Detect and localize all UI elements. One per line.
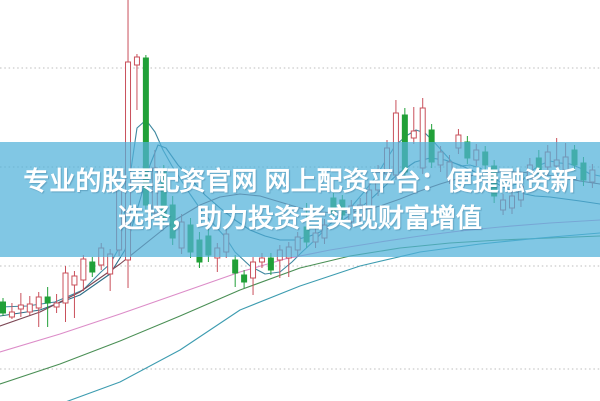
banner-text-line2: 选择，助力投资者实现财富增值 <box>117 202 482 233</box>
candle-body-up <box>107 253 114 275</box>
candle-body-down <box>267 257 274 271</box>
candle-body-up <box>133 56 140 66</box>
candle-body-up <box>26 303 33 313</box>
promo-banner-overlay: 专业的股票配资官网 网上配资平台：便捷融资新 选择，助力投资者实现财富增值 <box>0 142 600 257</box>
ma-cyan <box>66 232 600 401</box>
candle-body-up <box>250 261 257 279</box>
candle-body-up <box>8 311 15 318</box>
candle-body-up <box>17 304 24 310</box>
candle-body-up <box>62 272 69 304</box>
candle-body-up <box>410 130 417 139</box>
candle-body-up <box>35 296 42 309</box>
ma-green <box>0 235 600 385</box>
candle-body-up <box>80 258 87 281</box>
candle-body-down <box>241 274 248 283</box>
candle-body-up <box>258 257 265 263</box>
candle-body-down <box>0 301 6 314</box>
banner-text-line1: 专业的股票配资官网 网上配资平台：便捷融资新 <box>23 165 577 196</box>
candle-body-up <box>53 302 60 308</box>
candle-body-up <box>71 275 78 286</box>
candle-body-down <box>89 261 96 273</box>
candle-body-down <box>232 259 239 274</box>
candle-body-down <box>44 296 51 304</box>
